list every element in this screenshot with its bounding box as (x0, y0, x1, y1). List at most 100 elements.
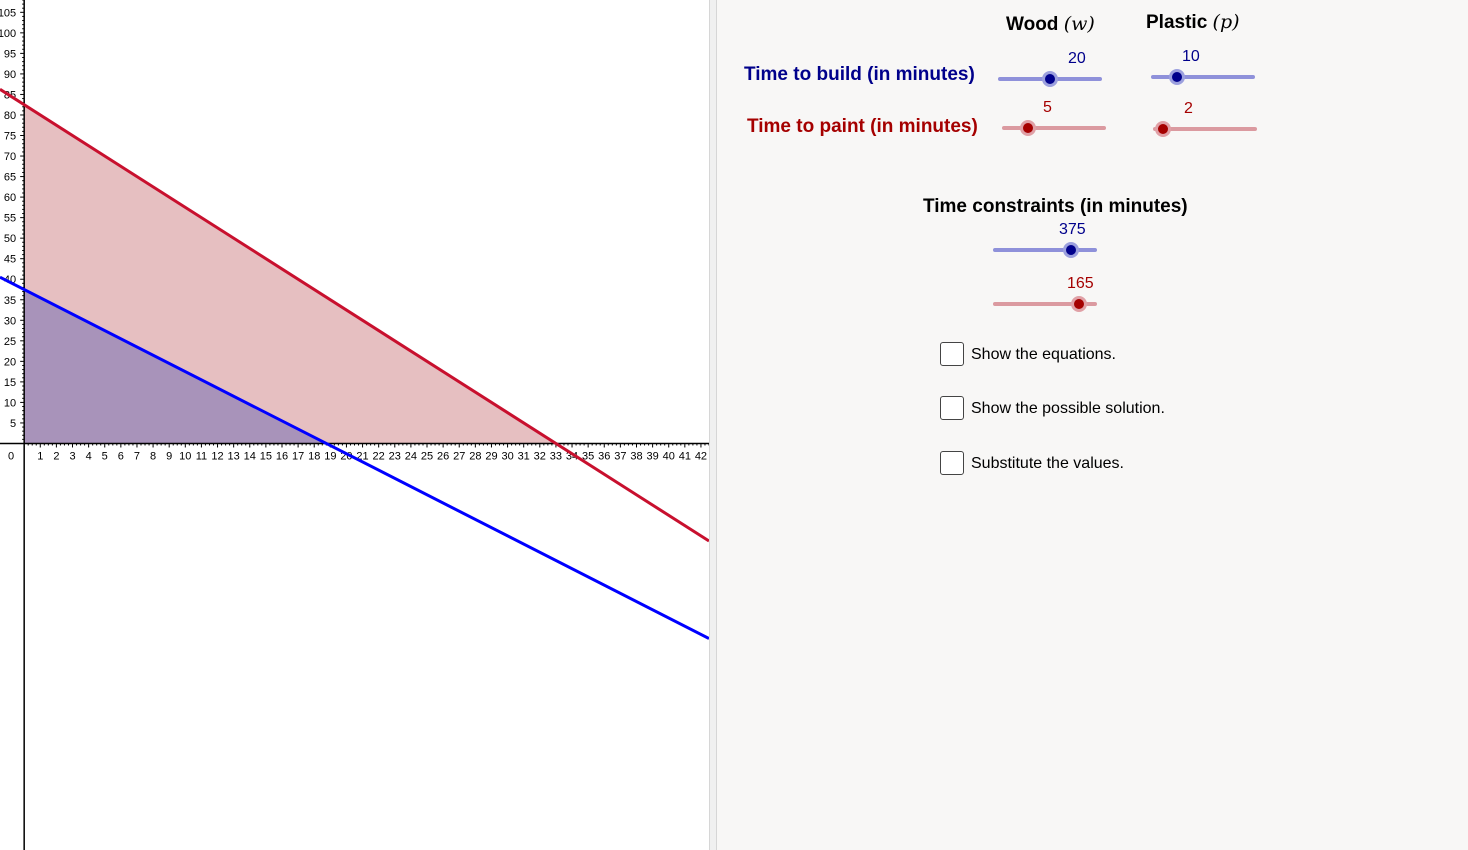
x-tick-label: 4 (86, 450, 92, 462)
x-tick-label: 2 (53, 450, 59, 462)
paint-plastic-slider[interactable] (1153, 119, 1257, 139)
substitute-values-checkbox[interactable]: Substitute the values. (940, 451, 1160, 479)
paint-time-label: Time to paint (in minutes) (747, 116, 978, 137)
build-plastic-value: 10 (1182, 48, 1200, 65)
show-equations-label[interactable]: Show the equations. (971, 346, 1116, 363)
paint-plastic-value: 2 (1184, 100, 1193, 117)
slider-knob[interactable] (1070, 296, 1087, 312)
slider-knob[interactable] (1169, 69, 1185, 85)
x-tick-label: 36 (598, 450, 610, 462)
slider-track[interactable] (1151, 75, 1255, 79)
wood-header-name: Wood (1006, 14, 1059, 35)
x-tick-label: 18 (308, 450, 320, 462)
slider-knob[interactable] (1063, 242, 1079, 258)
build-constraint-slider[interactable] (993, 240, 1097, 260)
panel-divider[interactable] (709, 0, 717, 850)
x-tick-label: 42 (695, 450, 707, 462)
x-tick-label: 24 (405, 450, 417, 462)
paint-constraint-value: 165 (1067, 275, 1094, 292)
y-tick-label: 75 (4, 131, 16, 143)
origin-label: 0 (8, 450, 14, 462)
y-tick-label: 5 (10, 418, 16, 430)
x-tick-label: 32 (534, 450, 546, 462)
plastic-header: Plastic (p) (1146, 11, 1240, 34)
x-tick-label: 7 (134, 450, 140, 462)
paint-constraint-line (0, 88, 709, 543)
build-time-label: Time to build (in minutes) (744, 64, 975, 85)
y-tick-label: 80 (4, 110, 16, 122)
x-tick-label: 33 (550, 450, 562, 462)
x-tick-label: 38 (630, 450, 642, 462)
x-tick-label: 14 (244, 450, 256, 462)
paint-wood-slider[interactable] (1002, 118, 1106, 138)
slider-knob[interactable] (1020, 120, 1036, 136)
x-tick-label: 1 (37, 450, 43, 462)
build-plastic-slider[interactable] (1151, 67, 1255, 87)
checkbox-box[interactable] (940, 451, 964, 475)
x-tick-label: 39 (646, 450, 658, 462)
y-tick-label: 60 (4, 192, 16, 204)
y-tick-label: 100 (0, 28, 16, 40)
graph-view[interactable]: 1 2 3 4 5 6 7 8 9 10 11 12 13 14 15 16 17 18 19 20 21 22 23 24 2… (0, 0, 709, 850)
x-tick-label: 5 (102, 450, 108, 462)
x-tick-label: 40 (663, 450, 675, 462)
x-tick-label: 10 (179, 450, 191, 462)
x-tick-label: 8 (150, 450, 156, 462)
x-tick-label: 19 (324, 450, 336, 462)
x-tick-label: 41 (679, 450, 691, 462)
y-tick-label: 35 (4, 295, 16, 307)
build-wood-slider[interactable] (998, 69, 1102, 89)
x-tick-label: 15 (260, 450, 272, 462)
x-tick-label: 11 (196, 450, 207, 462)
y-tick-label: 25 (4, 336, 16, 348)
y-tick-label: 50 (4, 233, 16, 245)
wood-header-var: (w) (1063, 13, 1095, 35)
x-tick-label: 35 (582, 450, 594, 462)
x-tick-label: 3 (69, 450, 75, 462)
plastic-header-name: Plastic (1146, 12, 1208, 33)
build-wood-value: 20 (1068, 50, 1086, 67)
x-tick-label: 23 (389, 450, 401, 462)
x-tick-label: 31 (518, 450, 530, 462)
constraint-graph[interactable]: 1 2 3 4 5 6 7 8 9 10 11 12 13 14 15 16 17 18 19 20 21 22 23 24 2… (0, 0, 709, 850)
slider-track[interactable] (1002, 126, 1106, 130)
x-tick-label: 16 (276, 450, 288, 462)
wood-header: Wood (w) (1006, 13, 1095, 36)
show-solution-label[interactable]: Show the possible solution. (971, 400, 1165, 417)
plastic-header-var: (p) (1212, 11, 1240, 33)
show-equations-checkbox[interactable]: Show the equations. (940, 342, 1160, 370)
substitute-values-label[interactable]: Substitute the values. (971, 455, 1124, 472)
constraints-header: Time constraints (in minutes) (923, 196, 1188, 217)
slider-track[interactable] (1153, 127, 1257, 131)
checkbox-box[interactable] (940, 342, 964, 366)
x-tick-label: 13 (228, 450, 240, 462)
x-tick-label: 26 (437, 450, 449, 462)
y-tick-label: 105 (0, 7, 16, 19)
x-tick-label: 17 (292, 450, 304, 462)
checkbox-box[interactable] (940, 396, 964, 420)
y-tick-label: 55 (4, 213, 16, 225)
build-constraint-value: 375 (1059, 221, 1086, 238)
y-tick-label: 45 (4, 254, 16, 266)
x-tick-label: 25 (421, 450, 433, 462)
x-tick-label: 27 (453, 450, 465, 462)
slider-track[interactable] (993, 302, 1097, 306)
x-tick-label: 29 (485, 450, 497, 462)
x-tick-label: 37 (614, 450, 626, 462)
slider-knob[interactable] (1155, 121, 1172, 137)
y-tick-label: 30 (4, 315, 16, 327)
x-tick-label: 28 (469, 450, 481, 462)
x-tick-label: 6 (118, 450, 124, 462)
y-tick-label: 70 (4, 151, 16, 163)
x-tick-label: 9 (166, 450, 172, 462)
y-tick-label: 10 (4, 397, 16, 409)
slider-knob[interactable] (1042, 71, 1058, 87)
y-tick-label: 95 (4, 48, 16, 60)
y-tick-label: 65 (4, 172, 16, 184)
paint-constraint-slider[interactable] (993, 294, 1097, 314)
y-tick-label: 20 (4, 356, 16, 368)
slider-track[interactable] (993, 248, 1097, 252)
show-solution-checkbox[interactable]: Show the possible solution. (940, 396, 1200, 424)
build-constraint-line (0, 275, 709, 640)
y-tick-label: 15 (4, 377, 16, 389)
